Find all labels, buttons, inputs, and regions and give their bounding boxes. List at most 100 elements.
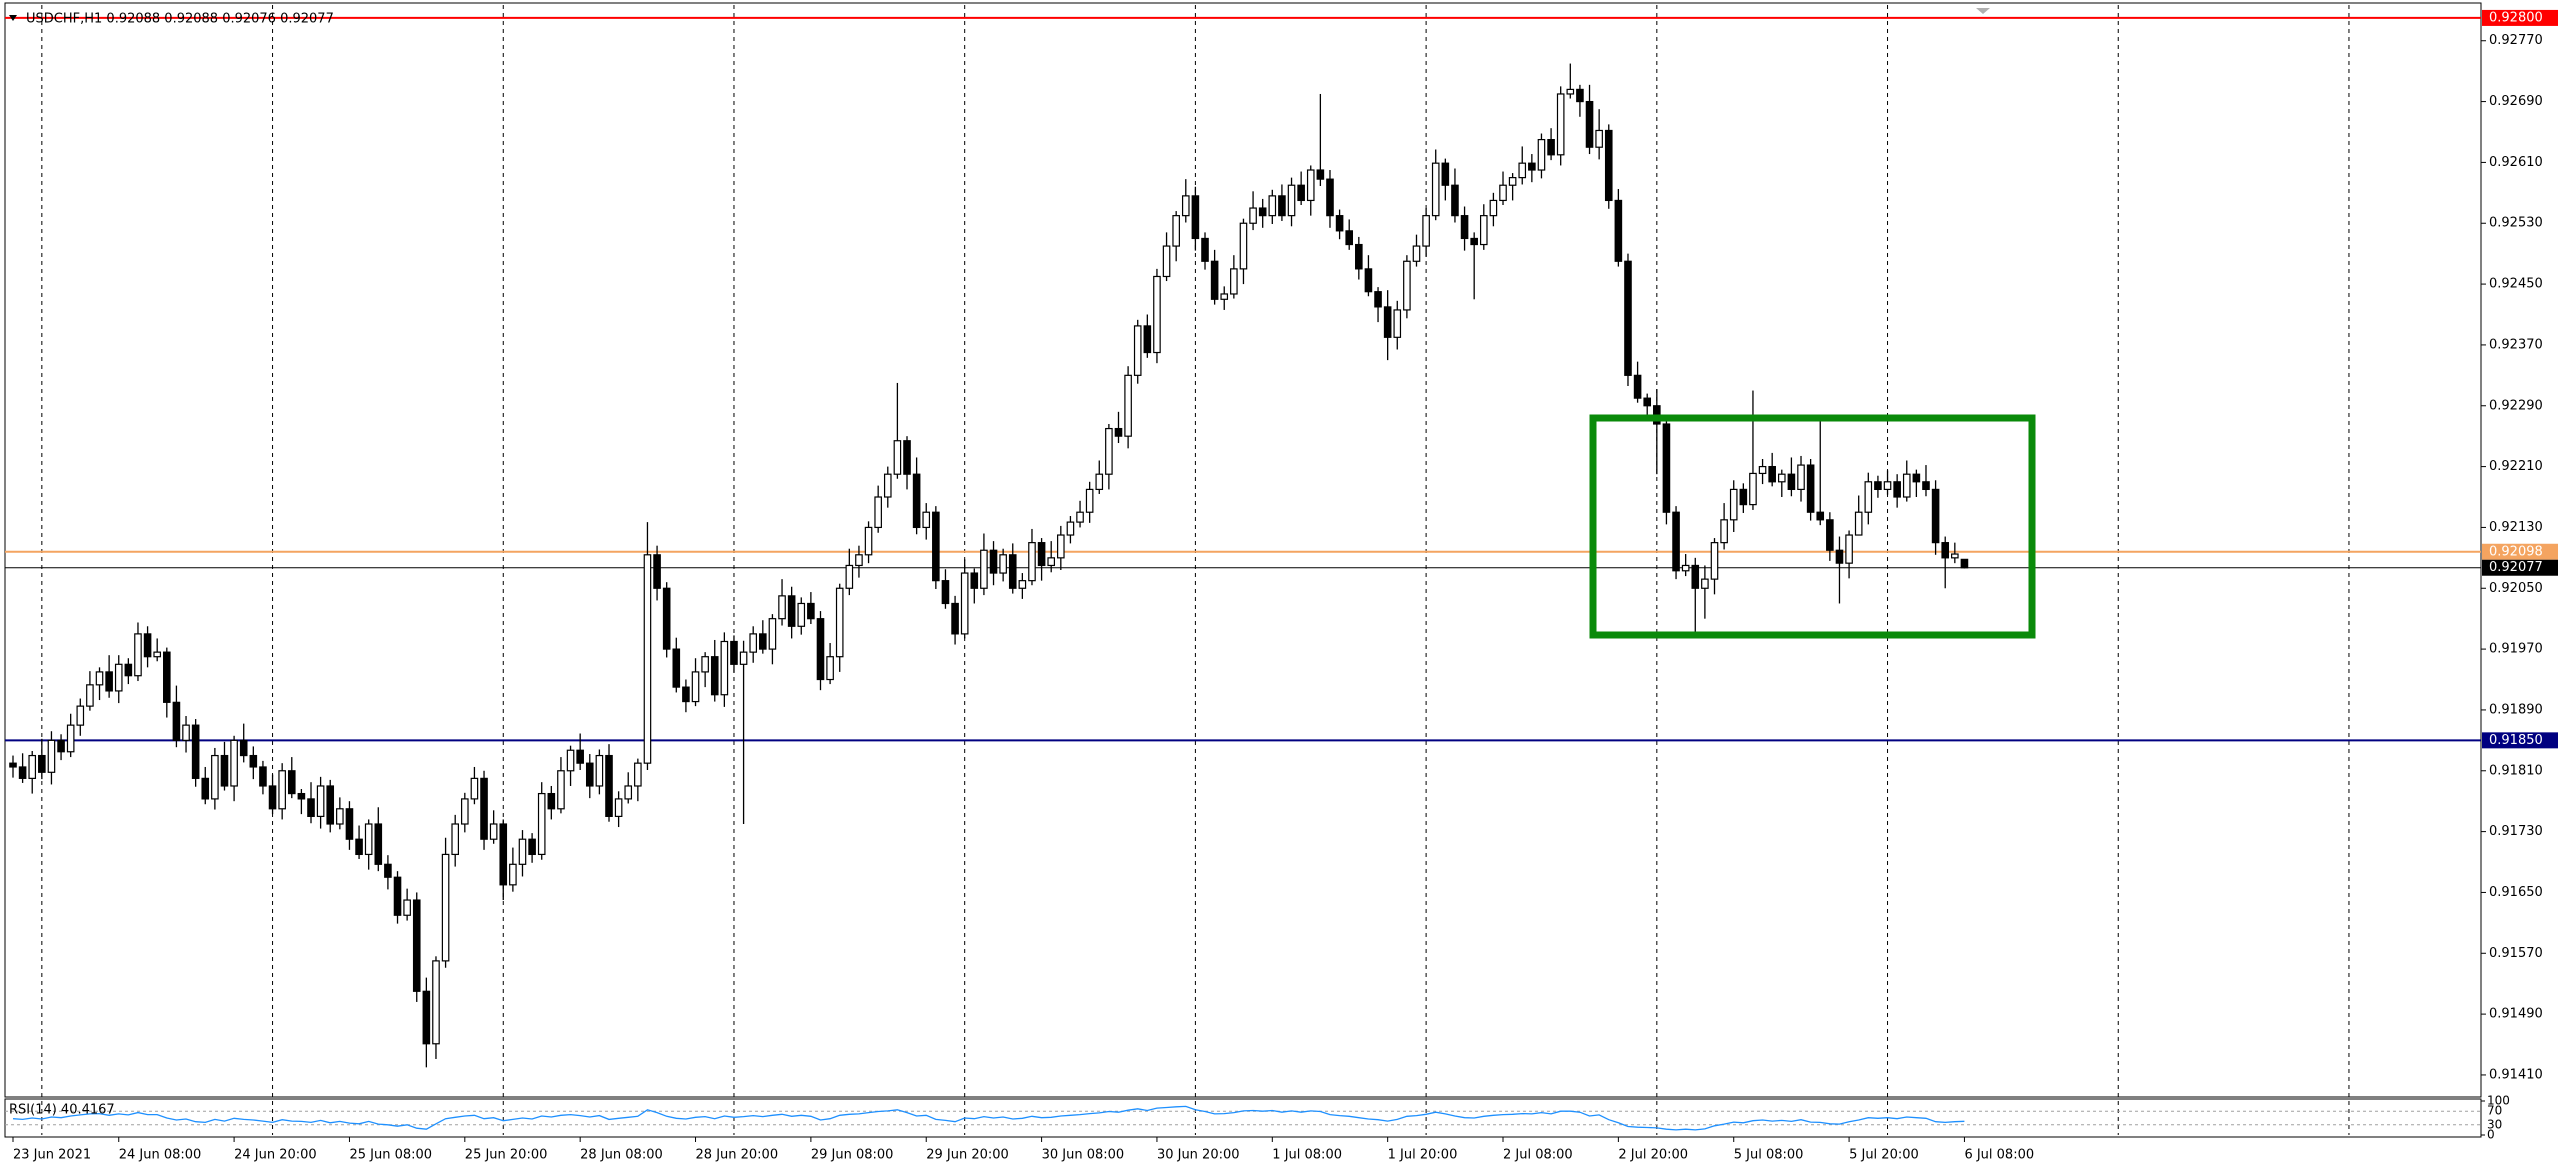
- x-tick-label: 1 Jul 20:00: [1388, 1148, 1458, 1163]
- indicator-tick-label: 70: [2487, 1104, 2502, 1118]
- candle-body: [1489, 199, 1498, 217]
- candle-body: [297, 792, 306, 800]
- candle-body: [105, 671, 113, 692]
- candle-body: [1335, 215, 1344, 232]
- x-tick-label: 28 Jun 08:00: [580, 1148, 663, 1163]
- candle-body: [1951, 553, 1959, 559]
- x-tick-label: 6 Jul 08:00: [1964, 1148, 2034, 1163]
- price-line-label: 0.92077: [2489, 560, 2543, 575]
- candle-body: [1835, 549, 1844, 564]
- candle-body: [1105, 427, 1113, 475]
- candle-body: [614, 798, 623, 817]
- shift-marker[interactable]: [1976, 8, 1990, 14]
- candle-body: [364, 823, 373, 856]
- x-tick-label: 5 Jul 08:00: [1734, 1148, 1804, 1163]
- candle-body: [1701, 578, 1709, 589]
- candle-body: [547, 792, 556, 810]
- candle-body: [1556, 93, 1565, 156]
- range-box[interactable]: [1589, 414, 2036, 639]
- chart-title: USDCHF,H1 0.92088 0.92088 0.92076 0.9207…: [26, 12, 334, 27]
- candle-body: [1826, 519, 1834, 551]
- candle-body: [1393, 309, 1402, 338]
- candle-body: [1306, 169, 1315, 202]
- x-tick-label: 29 Jun 08:00: [811, 1148, 894, 1163]
- candle-body: [1460, 215, 1469, 240]
- candle-body: [239, 739, 248, 757]
- candle-body: [384, 863, 392, 878]
- y-tick-label: 0.91490: [2489, 1007, 2543, 1022]
- candle-body: [1278, 195, 1286, 217]
- y-tick-label: 0.91890: [2489, 702, 2543, 717]
- candle-body: [134, 633, 142, 677]
- candle-body: [18, 766, 27, 779]
- x-tick-label: 5 Jul 20:00: [1849, 1148, 1919, 1163]
- price-line-tag: [2482, 732, 2558, 749]
- candle-body: [1499, 184, 1507, 202]
- candle-body: [855, 554, 863, 567]
- candle-body: [1729, 488, 1738, 521]
- candle-body: [1124, 374, 1132, 437]
- indicator-title: RSI(14) 40.4167: [9, 1103, 115, 1118]
- y-tick-label: 0.92050: [2489, 581, 2543, 596]
- candle-body: [845, 564, 854, 589]
- indicator-tick-label: 30: [2487, 1117, 2502, 1131]
- candle-body: [1249, 207, 1257, 224]
- candle-body: [163, 651, 171, 703]
- x-tick-label: 1 Jul 08:00: [1272, 1148, 1342, 1163]
- candle-body: [1604, 129, 1613, 202]
- candle-body: [1854, 511, 1863, 536]
- candle-body: [778, 595, 786, 620]
- price-line-label: 0.92800: [2489, 10, 2543, 25]
- candle-body: [66, 724, 75, 753]
- candle-body: [1931, 488, 1940, 544]
- candle-body: [912, 473, 921, 529]
- x-tick-label: 25 Jun 20:00: [465, 1148, 548, 1163]
- candle-body: [1710, 542, 1719, 580]
- candle-body: [1268, 195, 1277, 217]
- indicator-tick-label: 0: [2487, 1128, 2495, 1142]
- candle-body: [749, 633, 758, 653]
- candle-body: [268, 785, 277, 810]
- candle-body: [1672, 511, 1680, 572]
- candle-body: [989, 549, 998, 574]
- candle-body: [1133, 325, 1142, 376]
- candle-body: [701, 656, 709, 673]
- candle-body: [1345, 230, 1354, 246]
- candle-body: [1614, 199, 1623, 262]
- candle-body: [1508, 177, 1517, 186]
- candle-body: [1162, 245, 1171, 278]
- price-line-tag: [2482, 559, 2558, 576]
- candle-body: [1912, 473, 1921, 483]
- candle-body: [883, 473, 892, 498]
- candle-body: [1720, 519, 1728, 544]
- candle-body: [480, 777, 488, 840]
- candle-body: [1383, 306, 1392, 338]
- candle-body: [470, 777, 479, 800]
- candle-body: [1412, 245, 1421, 262]
- candle-body: [345, 808, 354, 840]
- candle-body: [1777, 473, 1786, 483]
- candle-body: [1518, 162, 1527, 179]
- candle-body: [1960, 558, 1969, 569]
- candle-body: [1893, 481, 1901, 498]
- candle-body: [672, 648, 681, 688]
- candle-body: [76, 705, 85, 726]
- candle-body: [1547, 138, 1555, 156]
- candle-body: [1181, 195, 1190, 217]
- candle-body: [980, 549, 988, 589]
- candle-body: [1316, 169, 1325, 180]
- candle-body: [1662, 423, 1671, 513]
- candle-body: [1258, 207, 1267, 217]
- candle-body: [1816, 511, 1825, 521]
- candle-body: [393, 876, 402, 916]
- candle-body: [1210, 260, 1219, 300]
- x-tick-label: 28 Jun 20:00: [696, 1148, 779, 1163]
- candle-body: [864, 526, 873, 556]
- candle-body: [643, 554, 652, 764]
- candle-body: [835, 587, 844, 658]
- candle-body: [412, 899, 421, 992]
- candle-body: [1076, 511, 1084, 523]
- y-tick-label: 0.91650: [2489, 885, 2543, 900]
- candle-body: [336, 808, 344, 825]
